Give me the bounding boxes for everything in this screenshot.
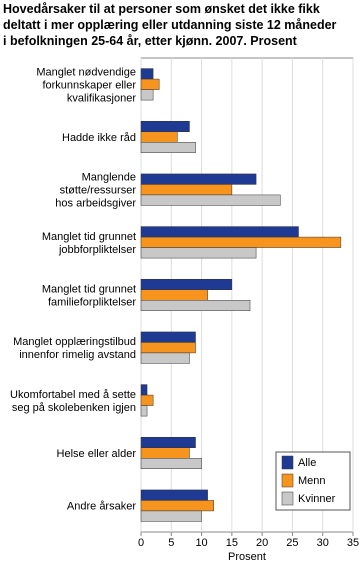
x-tick-label: 5 — [168, 537, 174, 549]
bar — [140, 226, 299, 238]
bar — [140, 489, 208, 501]
bar — [140, 394, 154, 406]
y-tick-label: Manglet tid grunnet jobbforpliktelser — [42, 231, 136, 256]
bar — [140, 289, 208, 301]
y-tick-label: Andre årsaker — [67, 501, 136, 513]
bar — [140, 500, 214, 512]
x-tick-label: 30 — [317, 537, 329, 549]
bar — [140, 142, 196, 153]
bar — [140, 352, 190, 364]
bar — [140, 405, 148, 417]
legend-swatch — [281, 455, 294, 470]
bar — [140, 447, 190, 459]
legend-swatch — [281, 491, 294, 506]
y-tick-label: Hadde ikke råd — [62, 132, 136, 144]
legend-label: Alle — [298, 457, 316, 469]
bar — [140, 194, 281, 206]
x-tick-label: 0 — [138, 537, 144, 549]
y-tick-label: Ukomfortabel med å sette seg på skolebenk… — [10, 389, 136, 414]
bar — [140, 247, 257, 259]
y-tick-label: Manglet nødvendige forkunnskaper eller kva… — [36, 66, 136, 104]
bar — [140, 173, 257, 185]
bar — [140, 437, 196, 448]
bar — [140, 384, 148, 396]
legend-label: Menn — [298, 475, 326, 487]
legend-swatch — [281, 473, 294, 488]
x-tick-label: 15 — [226, 537, 238, 549]
bar — [140, 121, 190, 132]
bar — [140, 510, 202, 522]
x-tick-label: 10 — [195, 537, 207, 549]
bar — [140, 184, 233, 196]
bar — [140, 78, 160, 90]
bar — [140, 279, 233, 290]
bar — [140, 68, 154, 80]
y-tick-label: Manglende støtte/ressurser hos arbeidsgive… — [55, 172, 136, 210]
x-axis-title: Prosent — [228, 551, 266, 563]
legend-label: Kvinner — [298, 493, 336, 505]
bar — [140, 458, 202, 469]
x-tick-label: 35 — [347, 537, 359, 549]
bar — [140, 131, 178, 143]
x-tick-label: 25 — [286, 537, 298, 549]
bar — [140, 89, 154, 101]
x-tick-label: 20 — [256, 537, 268, 549]
y-tick-label: Manglet opplæringstilbud innenfor rimelig… — [13, 336, 136, 361]
bar — [140, 300, 251, 311]
bar — [140, 236, 342, 248]
y-tick-label: Manglet tid grunnet familieforpliktelser — [42, 284, 137, 309]
y-tick-label: Helse eller alder — [57, 448, 137, 460]
bar — [140, 342, 196, 354]
chart-title: Hovedårsaker til at personer som ønsket … — [3, 2, 337, 48]
bar — [140, 331, 196, 343]
